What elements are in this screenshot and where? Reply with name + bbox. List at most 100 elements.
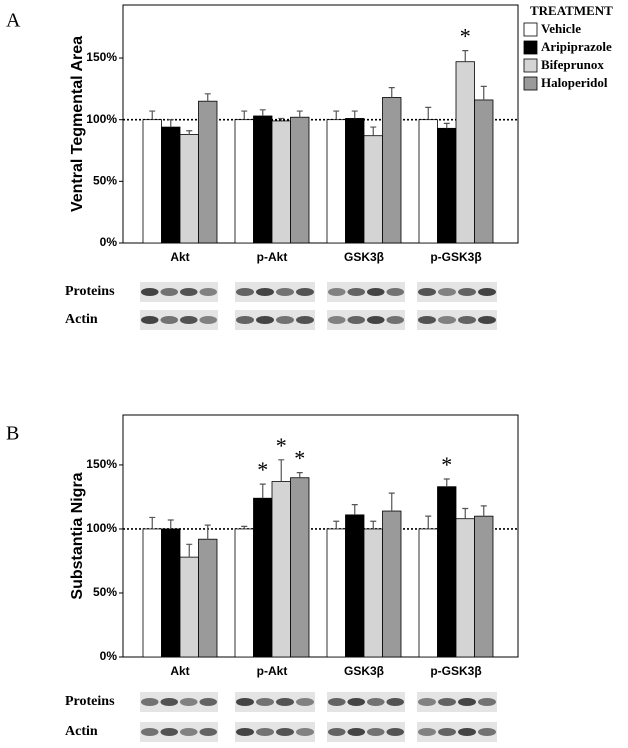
error-bar [259, 483, 266, 499]
blot-band [366, 728, 385, 736]
x-tick-label: Akt [170, 250, 189, 264]
bar [290, 477, 310, 658]
y-axis-label: Substantia Nigra [69, 472, 86, 599]
bar [418, 528, 438, 658]
blot-label: Actin [65, 724, 98, 739]
error-bar [370, 126, 377, 136]
bar [179, 134, 199, 244]
blot-band [347, 316, 366, 324]
bar [271, 120, 291, 244]
bar [198, 100, 218, 244]
blot-band [296, 288, 314, 296]
blot-band [140, 288, 159, 296]
blot-band [256, 288, 274, 296]
legend-swatch [523, 22, 538, 37]
plot-frame [122, 4, 519, 244]
significance-mark: * [276, 433, 287, 458]
y-tick-label: 100% [86, 521, 117, 535]
blot-band [160, 316, 179, 324]
significance-mark: * [294, 446, 305, 471]
blot-band [347, 698, 366, 706]
bar [290, 116, 310, 244]
bar [363, 528, 383, 658]
legend-title: TREATMENT [530, 3, 613, 18]
blot-band [478, 316, 496, 324]
x-tick-label: p-GSK3β [430, 250, 481, 264]
error-bar [480, 505, 487, 517]
blot-band [199, 316, 218, 324]
blot-band [478, 288, 496, 296]
blot-band [179, 728, 198, 736]
legend-swatch [523, 76, 538, 91]
blot-band [366, 316, 385, 324]
blot-strip [235, 310, 315, 330]
error-bar [278, 459, 285, 482]
bar [234, 528, 254, 658]
blot-band [199, 288, 218, 296]
error-bar [443, 478, 450, 487]
legend-label: Haloperidol [541, 75, 608, 90]
error-bar [241, 110, 248, 120]
blot-band [140, 316, 159, 324]
blot-band [418, 288, 436, 296]
y-tick-label: 50% [93, 174, 117, 188]
blot-band [327, 698, 346, 706]
blot-strip [140, 310, 218, 330]
blot-band [276, 698, 294, 706]
bar [253, 497, 273, 658]
blot-band [179, 288, 198, 296]
error-bar [425, 106, 432, 120]
error-bar [296, 472, 303, 478]
bar [345, 514, 365, 658]
blot-band [438, 316, 456, 324]
error-bar [149, 516, 156, 529]
legend-label: Vehicle [541, 21, 581, 36]
blot-band [458, 288, 476, 296]
bar [437, 486, 457, 658]
blot-band [386, 288, 405, 296]
bar [161, 528, 181, 658]
blot-band [256, 728, 274, 736]
blot-band [179, 698, 198, 706]
significance-mark: * [460, 24, 471, 49]
blot-strip [140, 722, 218, 742]
blot-band [347, 288, 366, 296]
blot-label: Proteins [65, 284, 115, 299]
bar [198, 538, 218, 658]
blot-label: Proteins [65, 694, 115, 709]
error-bar [333, 520, 340, 529]
bar [179, 556, 199, 658]
blot-band [418, 316, 436, 324]
blot-strip [235, 282, 315, 302]
error-bar [388, 492, 395, 512]
bar [253, 115, 273, 244]
blot-band [236, 288, 254, 296]
bar [363, 135, 383, 244]
y-tick-label: 50% [93, 585, 117, 599]
blot-band [140, 698, 159, 706]
bar [418, 119, 438, 244]
y-tick-label: 150% [86, 50, 117, 64]
y-tick-label: 150% [86, 457, 117, 471]
blot-band [276, 316, 294, 324]
error-bar [370, 520, 377, 529]
blot-strip [140, 692, 218, 712]
bar [142, 528, 162, 658]
blot-strip [327, 692, 405, 712]
blot-band [236, 316, 254, 324]
blot-band [478, 728, 496, 736]
bar [326, 119, 346, 244]
error-bar [462, 50, 469, 62]
blot-band [276, 288, 294, 296]
blot-band [236, 698, 254, 706]
blot-band [327, 288, 346, 296]
blot-strip [327, 282, 405, 302]
bar [345, 118, 365, 244]
blot-band [438, 728, 456, 736]
blot-band [458, 316, 476, 324]
blot-band [458, 728, 476, 736]
blot-band [236, 728, 254, 736]
blot-band [199, 728, 218, 736]
blot-band [438, 288, 456, 296]
error-bar [351, 110, 358, 119]
